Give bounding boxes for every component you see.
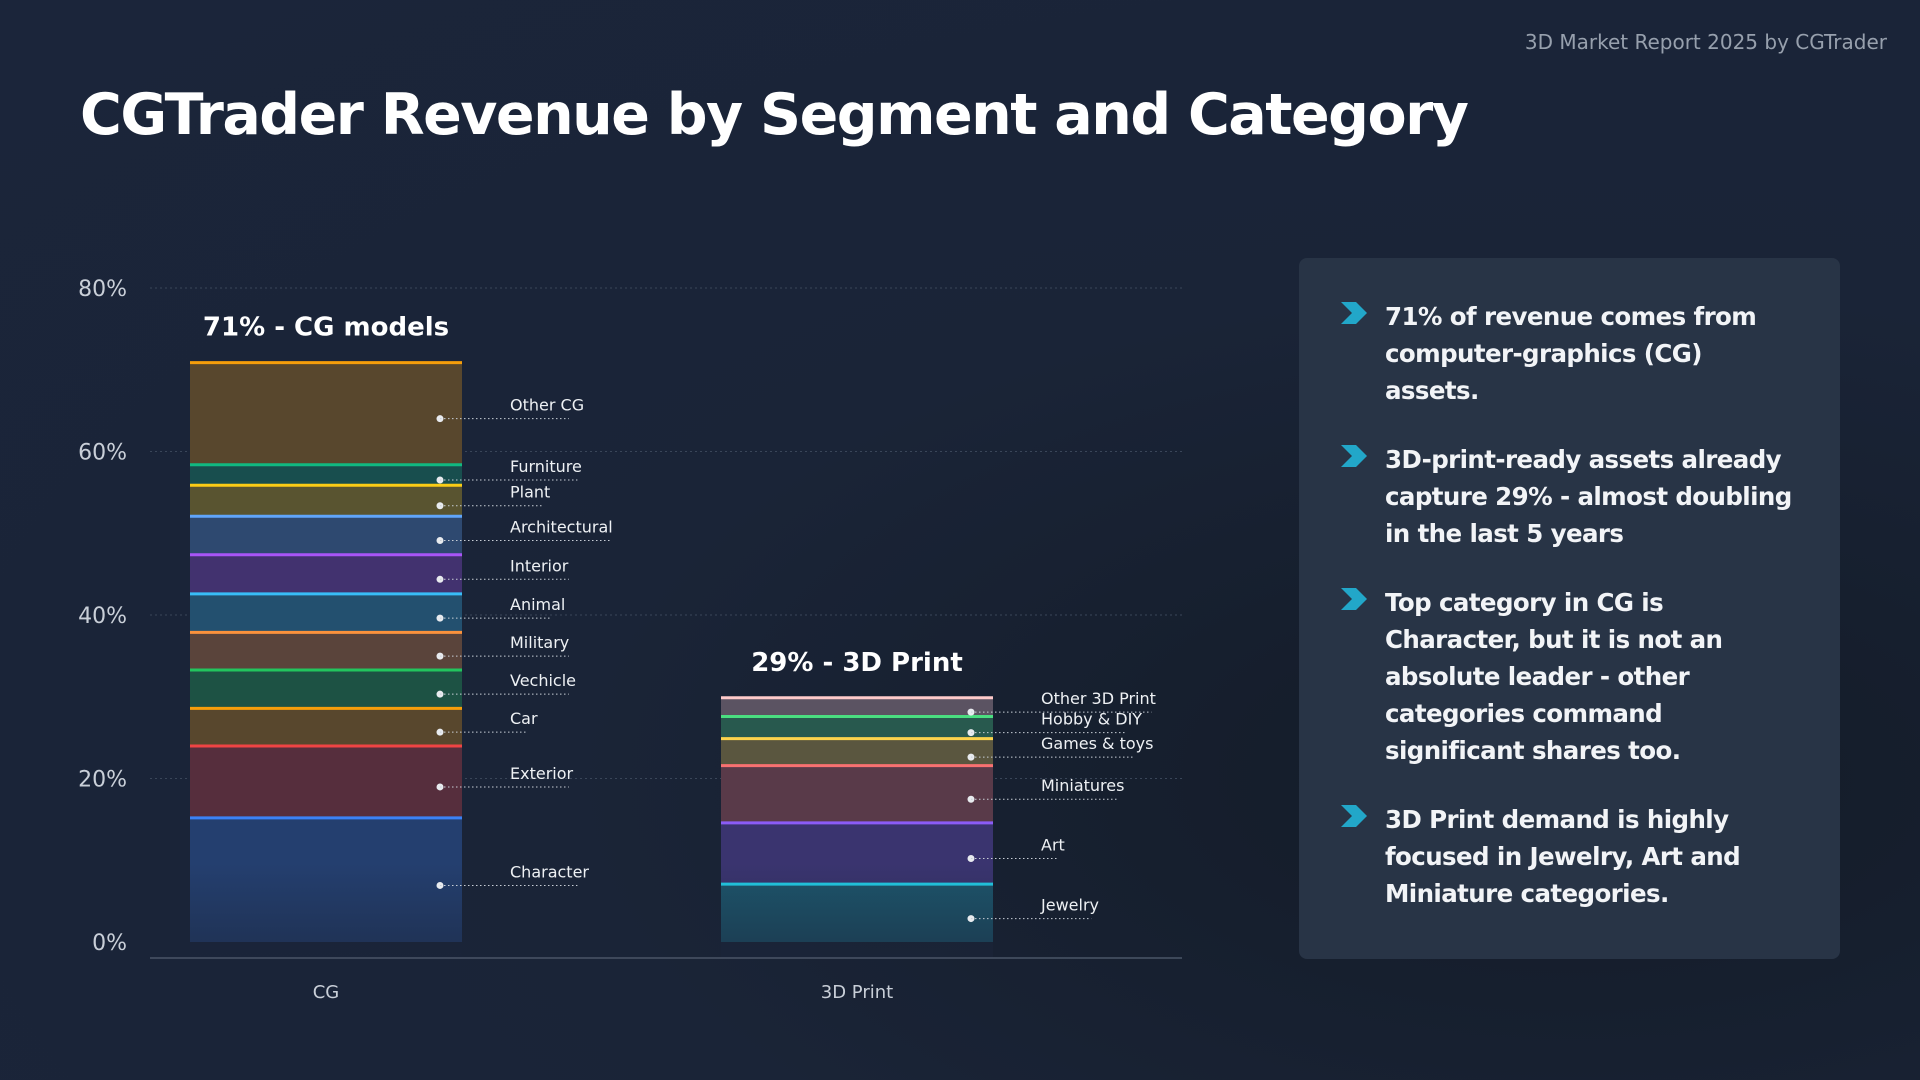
insight-item: 3D-print-ready assets already capture 29… — [1341, 441, 1800, 552]
bar-segment — [721, 715, 993, 738]
segment-label: Other 3D Print — [1041, 689, 1156, 708]
segment-label: Architectural — [510, 517, 613, 536]
axes: 0% 20% 40% 60% 80% CG 3D Print — [78, 277, 1182, 1003]
bar-segment — [721, 764, 993, 822]
y-tick-label: 40% — [78, 604, 127, 629]
segment-label: Car — [510, 709, 538, 728]
bar-annotation: 29% - 3D Print — [751, 648, 963, 678]
segment-label: Animal — [510, 595, 565, 614]
segment-label: Plant — [510, 483, 550, 502]
insight-text: Top category in CG is Character, but it … — [1385, 588, 1723, 765]
insight-text: 71% of revenue comes from computer-graph… — [1385, 302, 1757, 405]
insight-text: 3D-print-ready assets already capture 29… — [1385, 445, 1792, 548]
bar-segment — [190, 707, 462, 745]
report-source: 3D Market Report 2025 by CGTrader — [1524, 30, 1887, 54]
bar-segment — [190, 592, 462, 632]
x-tick-label: CG — [313, 982, 340, 1003]
insight-item: 71% of revenue comes from computer-graph… — [1341, 298, 1800, 409]
bar-segment — [190, 484, 462, 516]
x-tick-label: 3D Print — [821, 982, 893, 1003]
bar-annotation: 71% - CG models — [203, 313, 449, 343]
bar-fade — [190, 863, 462, 958]
insight-item: Top category in CG is Character, but it … — [1341, 584, 1800, 769]
chevron-right-icon — [1341, 588, 1367, 610]
segment-label: Hobby & DIY — [1041, 710, 1142, 729]
y-tick-label: 0% — [92, 931, 127, 956]
segment-label: Furniture — [510, 457, 582, 476]
insight-text: 3D Print demand is highly focused in Jew… — [1385, 805, 1741, 908]
chevron-right-icon — [1341, 302, 1367, 324]
segment-label: Other CG — [510, 396, 584, 415]
bar-segment — [190, 631, 462, 669]
segment-label: Interior — [510, 556, 569, 575]
segment-label: Art — [1041, 835, 1065, 854]
page-title: CGTrader Revenue by Segment and Category — [80, 82, 1469, 148]
bar-segment — [721, 737, 993, 765]
bar-segment — [190, 668, 462, 708]
y-tick-label: 60% — [78, 441, 127, 466]
insight-item: 3D Print demand is highly focused in Jew… — [1341, 801, 1800, 912]
segment-label: Games & toys — [1041, 734, 1153, 753]
bar-segment — [721, 696, 993, 716]
segment-labels: Character Exterior Car Vechicle Military Anim… — [203, 313, 1156, 923]
y-tick-label: 20% — [78, 768, 127, 793]
chevron-right-icon — [1341, 805, 1367, 827]
segment-label: Jewelry — [1040, 896, 1099, 915]
segment-label: Miniatures — [1041, 776, 1124, 795]
y-tick-label: 80% — [78, 277, 127, 302]
bar-segment — [190, 463, 462, 485]
insights-panel: 71% of revenue comes from computer-graph… — [1299, 258, 1840, 959]
stacked-bar-chart: Character Exterior Car Vechicle Military Anim… — [78, 277, 1182, 1003]
segment-label: Vechicle — [510, 671, 576, 690]
bar-fade — [721, 863, 993, 958]
chevron-right-icon — [1341, 445, 1367, 467]
segment-label: Exterior — [510, 764, 574, 783]
bars — [190, 361, 993, 958]
bar-segment — [190, 515, 462, 554]
bar-segment — [190, 361, 462, 464]
bar-segment — [190, 744, 462, 817]
segment-label: Military — [510, 633, 569, 652]
segment-label: Character — [510, 862, 589, 881]
bar-segment — [190, 553, 462, 593]
